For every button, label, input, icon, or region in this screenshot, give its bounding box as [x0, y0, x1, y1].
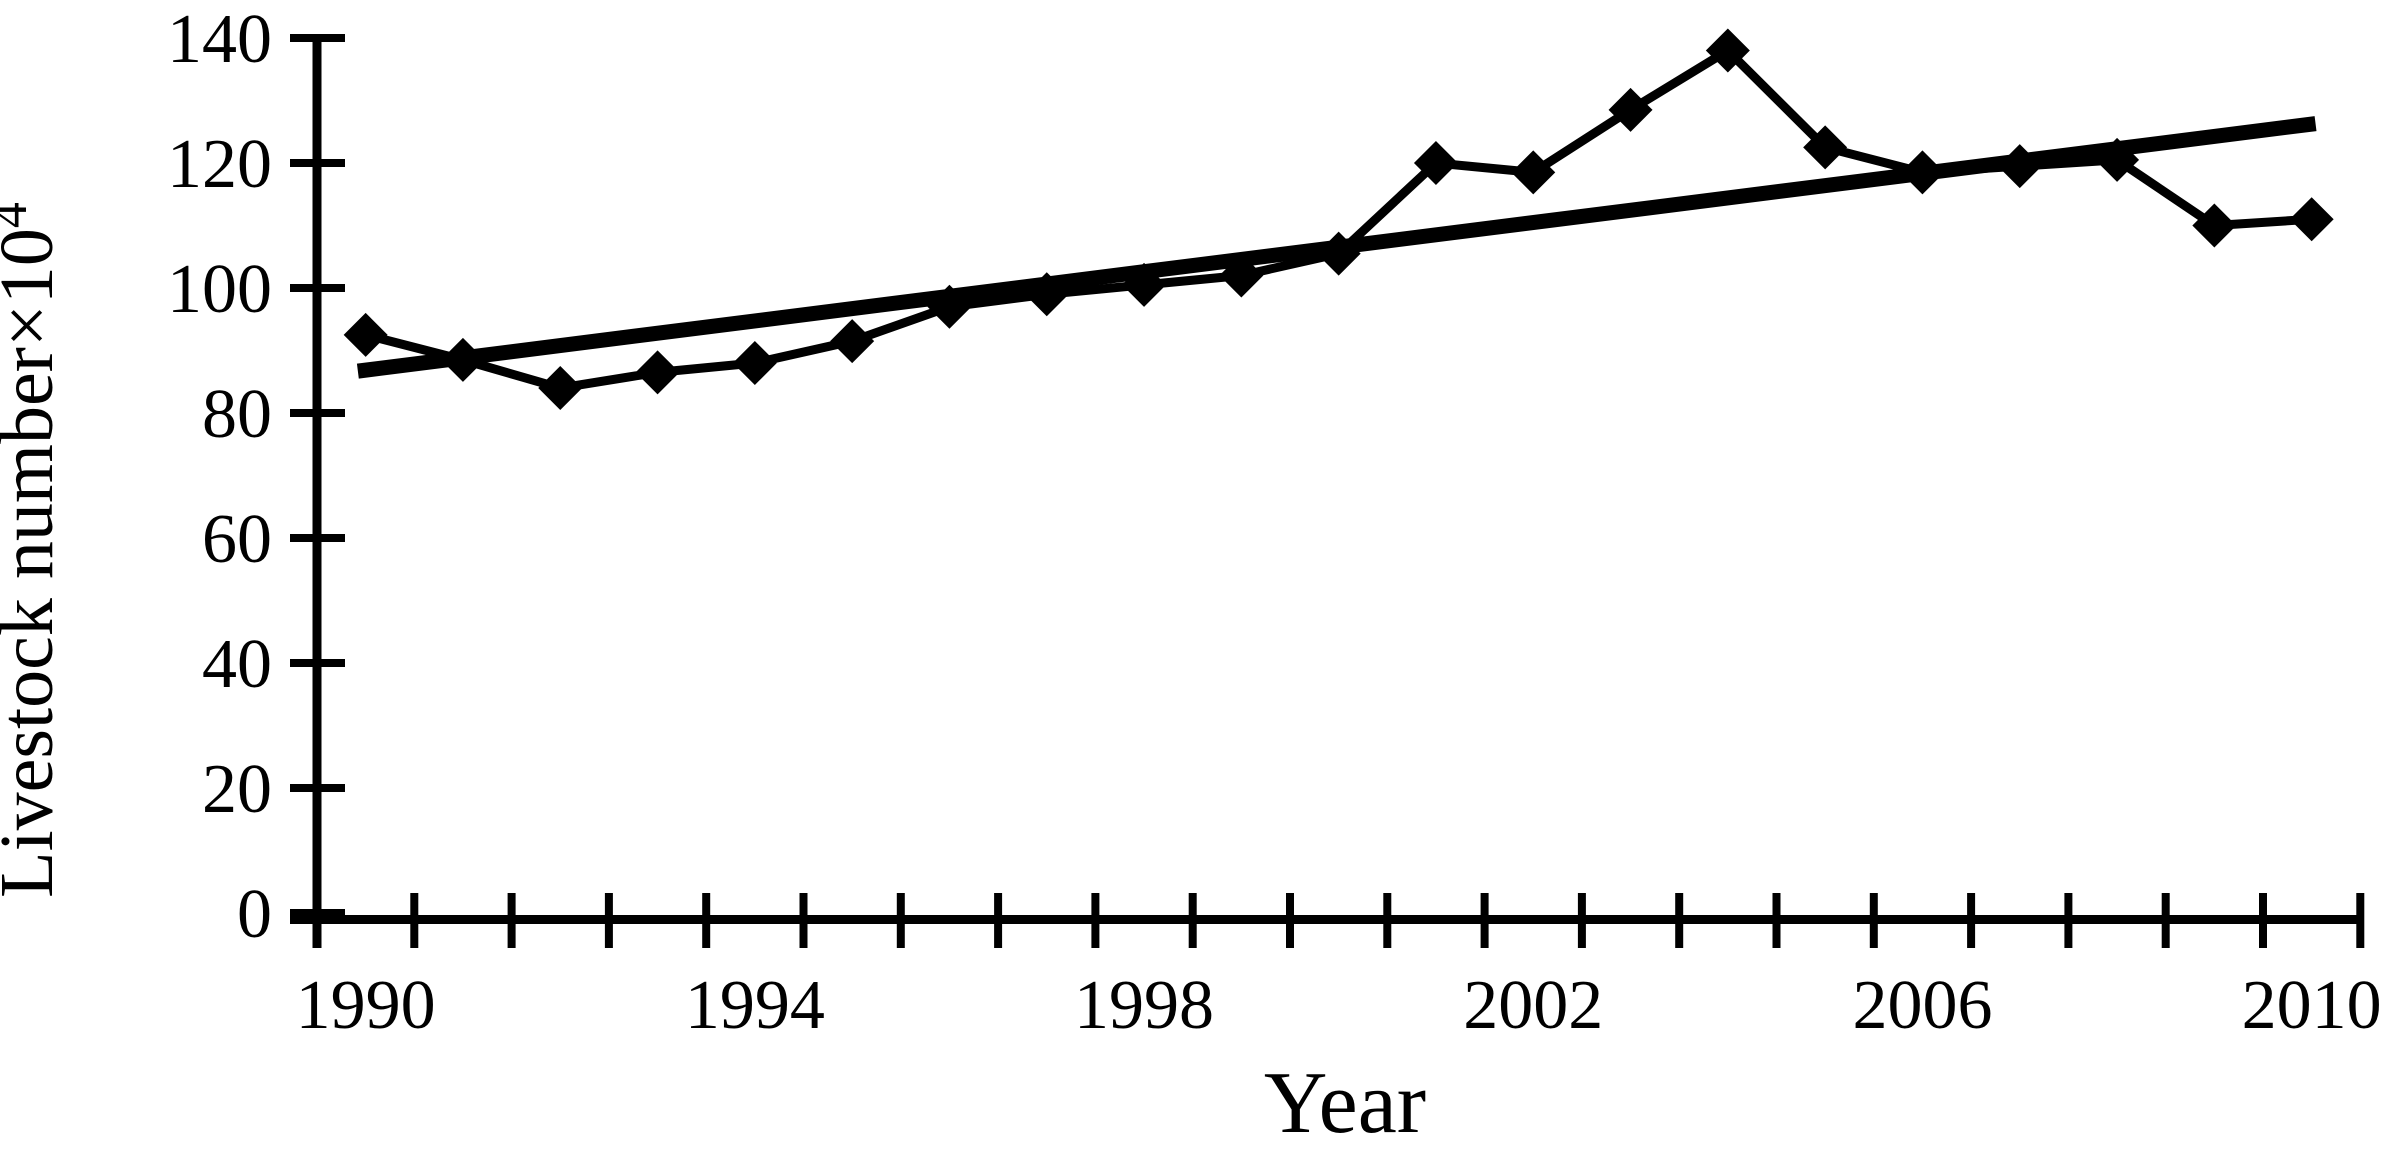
y-axis-tick-label: 140: [167, 1, 272, 78]
y-axis-tick-label: 60: [202, 501, 272, 578]
data-point-marker: [830, 319, 875, 364]
y-axis-title: Livestock number×104: [0, 202, 69, 898]
data-point-marker: [1511, 150, 1556, 195]
y-axis-tick-label: 80: [202, 376, 272, 453]
data-point-marker: [732, 341, 777, 385]
x-axis-tick-label: 1994: [685, 967, 825, 1044]
data-point-marker: [2289, 197, 2334, 242]
y-axis-tick-label: 40: [202, 626, 272, 703]
x-axis-tick-label: 2010: [2242, 967, 2382, 1044]
y-axis-tick-label: 120: [167, 126, 272, 203]
x-axis-title: Year: [1264, 1055, 1426, 1150]
data-point-marker: [343, 312, 388, 357]
data-point-marker: [1803, 125, 1848, 170]
y-axis-tick-label: 20: [202, 751, 272, 828]
data-point-marker: [1705, 28, 1750, 73]
x-axis-tick-label: 1990: [296, 967, 436, 1044]
data-point-marker: [2192, 203, 2237, 248]
x-axis-tick-label: 2006: [1852, 967, 1992, 1044]
data-point-marker: [538, 366, 583, 410]
data-point-marker: [1413, 141, 1458, 185]
y-axis-title-main: Livestock number×10: [0, 228, 69, 898]
y-axis-title-exponent: 4: [0, 202, 38, 228]
axes: 0 20 40 60 80 100 120 140 1990 1994 1998 2002 2006 20…: [167, 1, 2382, 1044]
data-series: [343, 28, 2334, 410]
x-axis-tick-label: 1998: [1074, 967, 1214, 1044]
y-axis-tick-label: 0: [237, 876, 272, 953]
trend-line: [356, 116, 2317, 379]
data-point-marker: [635, 350, 680, 395]
y-axis-tick-label: 100: [167, 251, 272, 328]
x-axis-tick-label: 2002: [1463, 967, 1603, 1044]
axis-titles: Year Livestock number×104: [0, 202, 1426, 1150]
data-point-marker: [1608, 87, 1653, 132]
